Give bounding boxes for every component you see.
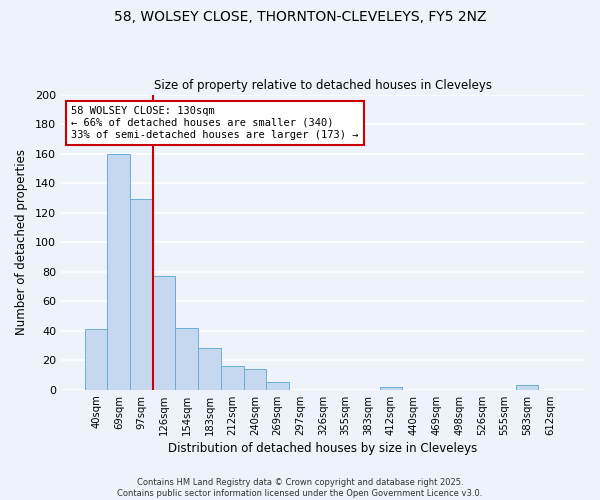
Bar — [516, 386, 538, 390]
Bar — [198, 348, 221, 390]
Bar — [153, 276, 175, 390]
Text: 58 WOLSEY CLOSE: 130sqm
← 66% of detached houses are smaller (340)
33% of semi-d: 58 WOLSEY CLOSE: 130sqm ← 66% of detache… — [71, 106, 359, 140]
Bar — [244, 369, 266, 390]
X-axis label: Distribution of detached houses by size in Cleveleys: Distribution of detached houses by size … — [169, 442, 478, 455]
Bar — [130, 200, 153, 390]
Bar — [221, 366, 244, 390]
Text: 58, WOLSEY CLOSE, THORNTON-CLEVELEYS, FY5 2NZ: 58, WOLSEY CLOSE, THORNTON-CLEVELEYS, FY… — [114, 10, 486, 24]
Title: Size of property relative to detached houses in Cleveleys: Size of property relative to detached ho… — [154, 79, 492, 92]
Text: Contains HM Land Registry data © Crown copyright and database right 2025.
Contai: Contains HM Land Registry data © Crown c… — [118, 478, 482, 498]
Y-axis label: Number of detached properties: Number of detached properties — [15, 149, 28, 335]
Bar — [380, 387, 403, 390]
Bar — [175, 328, 198, 390]
Bar — [107, 154, 130, 390]
Bar — [266, 382, 289, 390]
Bar — [85, 330, 107, 390]
